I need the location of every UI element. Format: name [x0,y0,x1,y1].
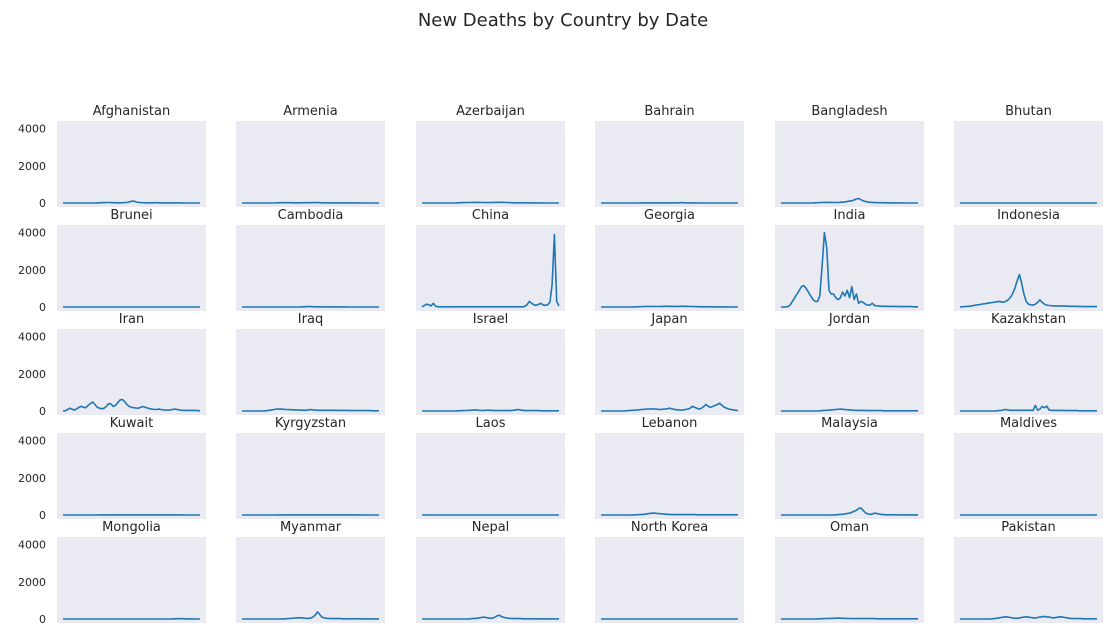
series-line-nepal [422,614,559,620]
panel-title-kazakhstan: Kazakhstan [991,312,1066,327]
panel-mongolia [57,537,206,623]
panel-china [416,225,565,311]
panel-north-korea [595,537,744,623]
y-tick-label: 0 [39,301,46,314]
panel-maldives [954,433,1103,519]
panel-nepal [416,537,565,623]
panel-jordan [775,329,924,415]
panel-oman [775,537,924,623]
panel-iran [57,329,206,415]
y-tick-label: 2000 [18,472,46,485]
panel-lebanon [595,433,744,519]
y-tick-label: 4000 [18,435,46,448]
panel-title-bhutan: Bhutan [1005,104,1052,119]
series-line-iraq [242,408,379,412]
series-line-myanmar [242,611,379,620]
y-tick-label: 0 [39,509,46,522]
panel-pakistan [954,537,1103,623]
panel-azerbaijan [416,121,565,207]
y-tick-label: 4000 [18,539,46,552]
panel-afghanistan [57,121,206,207]
panel-armenia [236,121,385,207]
panel-title-jordan: Jordan [828,312,870,327]
panel-israel [416,329,565,415]
panel-title-bahrain: Bahrain [644,104,694,119]
y-tick-label: 4000 [18,123,46,136]
panel-bhutan [954,121,1103,207]
y-tick-label: 2000 [18,368,46,381]
panel-georgia [595,225,744,311]
page-title: New Deaths by Country by Date [417,10,709,31]
panel-title-pakistan: Pakistan [1001,520,1055,535]
panel-title-oman: Oman [830,520,869,535]
panel-title-azerbaijan: Azerbaijan [456,104,525,119]
panel-title-china: China [472,208,509,223]
panel-laos [416,433,565,519]
panel-title-iraq: Iraq [298,312,323,327]
panel-title-kuwait: Kuwait [110,416,153,431]
panel-title-bangladesh: Bangladesh [811,104,887,119]
y-tick-label: 4000 [18,331,46,344]
panel-title-israel: Israel [473,312,509,327]
series-line-iran [62,398,201,412]
y-tick-label: 2000 [18,264,46,277]
series-line-china [421,233,560,308]
panel-title-maldives: Maldives [1000,416,1057,431]
panel-title-iran: Iran [119,312,144,327]
y-tick-label: 0 [39,197,46,210]
series-line-oman [781,617,918,620]
panel-title-cambodia: Cambodia [278,208,344,223]
y-tick-label: 2000 [18,160,46,173]
panel-title-laos: Laos [476,416,506,431]
series-line-japan [601,402,739,412]
panel-indonesia [954,225,1103,311]
panel-japan [595,329,744,415]
series-line-georgia [601,305,738,308]
series-line-afghanistan [63,200,200,204]
series-line-indonesia [959,273,1097,308]
panel-malaysia [775,433,924,519]
series-line-azerbaijan [422,201,559,204]
panel-title-malaysia: Malaysia [821,416,878,431]
series-line-bangladesh [781,197,918,204]
panel-bahrain [595,121,744,207]
panel-title-japan: Japan [650,312,687,327]
panel-title-north-korea: North Korea [631,520,708,535]
series-line-kazakhstan [960,404,1097,412]
panel-iraq [236,329,385,415]
series-line-jordan [781,408,918,412]
panel-title-armenia: Armenia [283,104,338,119]
panel-title-india: India [834,208,866,223]
y-tick-label: 4000 [18,227,46,240]
panel-cambodia [236,225,385,311]
panel-title-kyrgyzstan: Kyrgyzstan [275,416,346,431]
panel-title-georgia: Georgia [644,208,695,223]
panel-title-indonesia: Indonesia [997,208,1060,223]
panel-kazakhstan [954,329,1103,415]
y-tick-label: 2000 [18,576,46,589]
panel-title-lebanon: Lebanon [642,416,698,431]
y-tick-label: 0 [39,405,46,418]
panel-bangladesh [775,121,924,207]
series-line-lebanon [601,512,738,516]
panel-brunei [57,225,206,311]
panel-title-brunei: Brunei [110,208,152,223]
series-line-india [781,231,918,308]
series-line-malaysia [781,507,918,516]
panel-title-mongolia: Mongolia [102,520,161,535]
panel-title-afghanistan: Afghanistan [93,104,170,119]
panel-kyrgyzstan [236,433,385,519]
series-line-israel [422,408,559,412]
panel-myanmar [236,537,385,623]
panel-title-myanmar: Myanmar [280,520,342,535]
series-line-pakistan [960,615,1097,620]
panel-title-nepal: Nepal [472,520,510,535]
y-tick-label: 0 [39,613,46,626]
panel-kuwait [57,433,206,519]
